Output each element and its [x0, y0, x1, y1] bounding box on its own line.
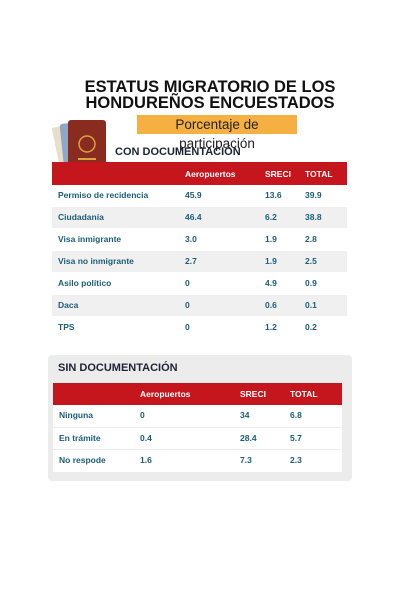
table-row — [52, 207, 347, 228]
cell-value: 38.8 — [305, 212, 322, 222]
row-label: Ninguna — [59, 410, 93, 421]
cell-value: 28.4 — [240, 432, 257, 443]
header-row — [53, 383, 342, 405]
title-line: HONDUREÑOS ENCUESTADOS — [85, 94, 335, 112]
cell-value: 1.9 — [265, 234, 277, 244]
row-label: Visa no inmigrante — [58, 256, 134, 266]
cell-value: 4.9 — [265, 278, 277, 288]
cell-value: 34 — [240, 410, 250, 421]
column-header: TOTAL — [290, 389, 318, 399]
cell-value: 2.7 — [185, 256, 197, 266]
table-row — [52, 251, 347, 272]
table-row — [52, 229, 347, 250]
cell-value: 0.1 — [305, 300, 317, 310]
header-row — [52, 162, 347, 185]
table-row — [52, 185, 347, 206]
table-row — [52, 317, 347, 338]
cell-value: 0 — [185, 322, 190, 332]
table-title: CON DOCUMENTACIÓN — [115, 146, 241, 158]
cell-value: 1.2 — [265, 322, 277, 332]
cell-value: 0.4 — [140, 432, 152, 443]
cell-value: 3.0 — [185, 234, 197, 244]
cell-value: 5.7 — [290, 432, 302, 443]
cell-value: 0.9 — [305, 278, 317, 288]
cell-value: 0.6 — [265, 300, 277, 310]
row-label: Daca — [58, 300, 79, 310]
cell-value: 2.8 — [305, 234, 317, 244]
table-row — [52, 273, 347, 294]
cell-value: 0.2 — [305, 322, 317, 332]
cell-value: 1.6 — [140, 455, 152, 466]
table-row — [52, 295, 347, 316]
passport-icon — [52, 120, 106, 174]
subtitle: Porcentaje de participación — [137, 115, 297, 151]
cell-value: 45.9 — [185, 190, 202, 200]
row-label: TPS — [58, 322, 75, 332]
table-row — [53, 405, 342, 427]
row-label: Visa inmigrante — [58, 234, 122, 244]
row-label: Ciudadanía — [58, 212, 104, 222]
cell-value: 7.3 — [240, 455, 252, 466]
cell-value: 6.2 — [265, 212, 277, 222]
column-header: Aeropuertos — [140, 389, 191, 399]
cell-value: 2.3 — [290, 455, 302, 466]
row-label: Permiso de recidencia — [58, 190, 149, 200]
cell-value: 39.9 — [305, 190, 322, 200]
row-label: Asilo político — [58, 278, 112, 288]
cell-value: 46.4 — [185, 212, 202, 222]
cell-value: 13.6 — [265, 190, 282, 200]
row-label: En trámite — [59, 432, 101, 443]
column-header: SRECI — [265, 168, 291, 179]
column-header: TOTAL — [305, 168, 333, 179]
cell-value: 0 — [185, 278, 190, 288]
table-row — [53, 450, 342, 472]
cell-value: 1.9 — [265, 256, 277, 266]
cell-value: 0 — [185, 300, 190, 310]
cell-value: 2.5 — [305, 256, 317, 266]
table-title: SIN DOCUMENTACIÓN — [58, 362, 178, 374]
cell-value: 0 — [140, 410, 145, 421]
row-label: No respode — [59, 455, 106, 466]
title-line: ESTATUS MIGRATORIO DE LOS — [84, 78, 336, 96]
column-header: Aeropuertos — [185, 168, 236, 179]
cell-value: 6.8 — [290, 410, 302, 421]
column-header: SRECI — [240, 389, 266, 399]
table-row — [53, 427, 342, 449]
